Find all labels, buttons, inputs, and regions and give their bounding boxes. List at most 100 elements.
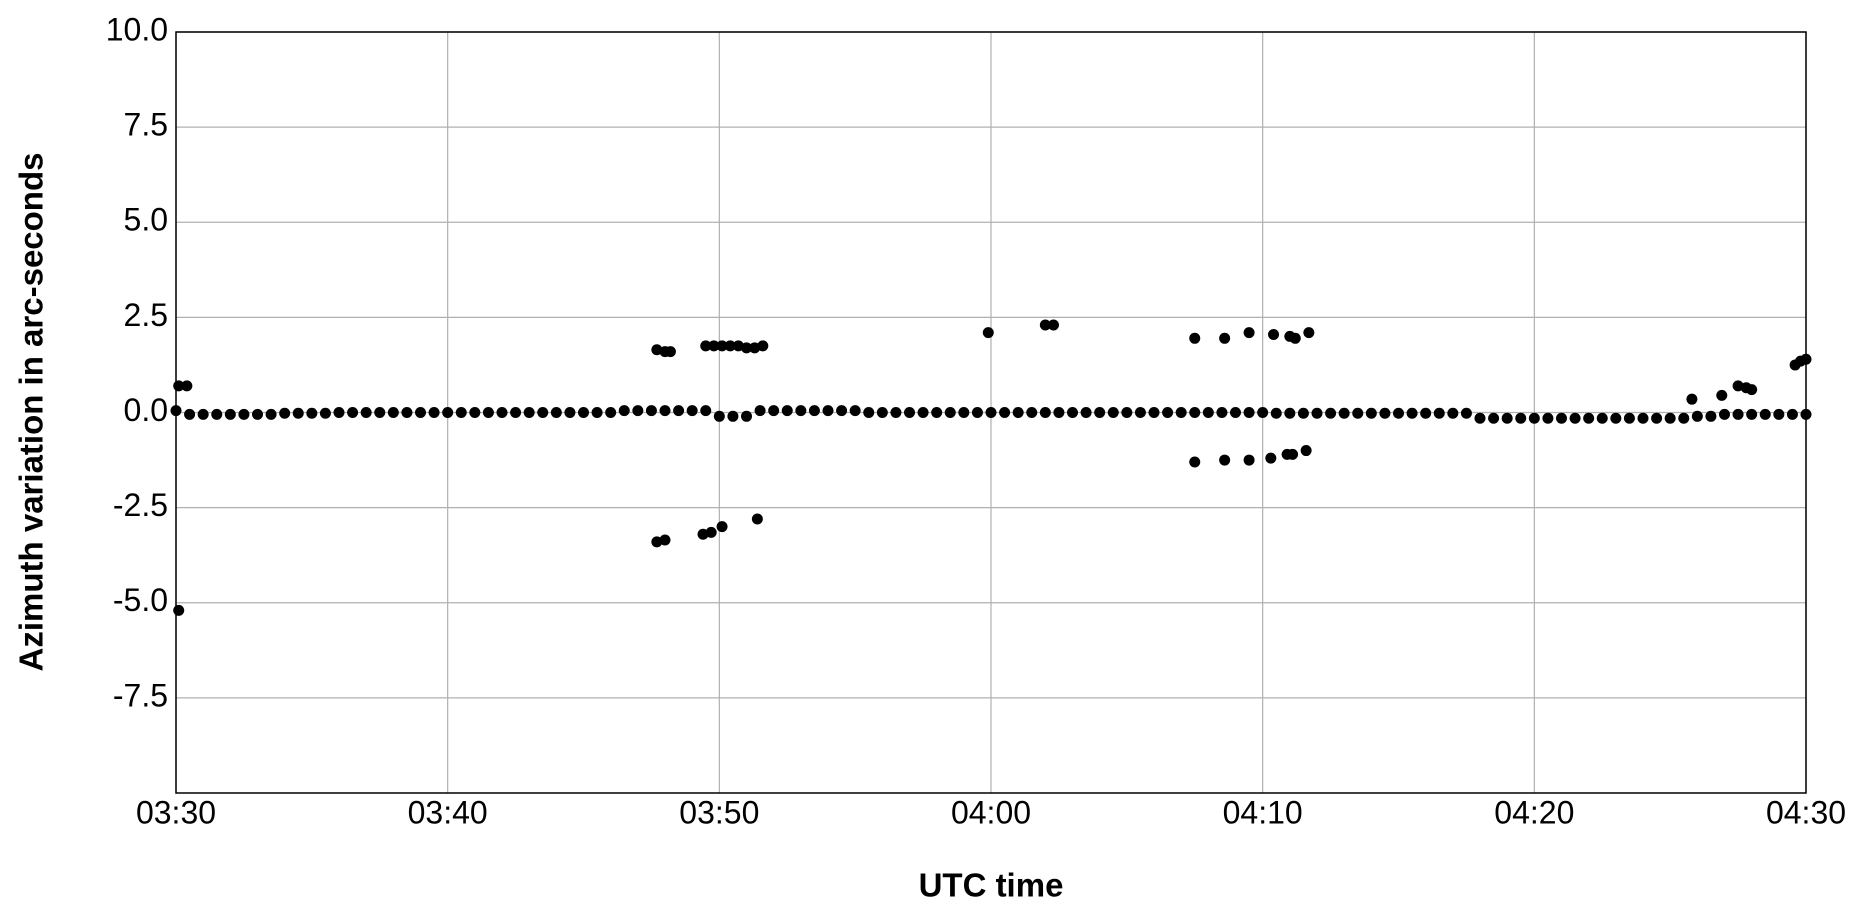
data-point — [1746, 384, 1758, 396]
data-point — [1243, 454, 1255, 466]
data-point — [1433, 407, 1445, 419]
data-point — [1270, 407, 1282, 419]
data-point — [1257, 407, 1269, 418]
x-tick-label: 04:20 — [1494, 794, 1574, 830]
data-point — [757, 340, 769, 352]
data-point — [1569, 412, 1581, 424]
y-tick-label: 5.0 — [124, 202, 168, 238]
data-point — [1148, 407, 1160, 418]
data-point — [605, 407, 617, 418]
data-point — [1265, 452, 1277, 464]
data-point — [1501, 412, 1513, 424]
data-point — [1488, 412, 1500, 424]
data-point — [482, 407, 494, 418]
data-point — [333, 407, 345, 418]
data-point — [1303, 327, 1315, 339]
data-point — [197, 408, 209, 420]
data-point — [982, 327, 994, 339]
data-point — [822, 405, 834, 417]
data-point — [890, 407, 902, 418]
data-point — [971, 407, 983, 418]
data-point — [1365, 407, 1377, 419]
data-point — [1134, 407, 1146, 418]
data-point — [1732, 408, 1744, 420]
data-point — [1447, 407, 1459, 419]
data-point — [211, 408, 223, 420]
data-point — [700, 405, 712, 417]
data-point — [1515, 412, 1527, 424]
data-point — [1297, 407, 1309, 419]
data-point — [1243, 407, 1255, 418]
y-tick-label: -5.0 — [113, 582, 168, 618]
data-point — [1268, 328, 1280, 340]
data-point — [1325, 407, 1337, 419]
data-point — [1623, 412, 1635, 424]
data-point — [1189, 456, 1201, 468]
data-point — [184, 408, 196, 420]
y-tick-label: -7.5 — [113, 677, 168, 713]
data-point — [306, 407, 318, 419]
data-point — [632, 405, 644, 417]
data-point — [1686, 393, 1698, 405]
x-tick-label: 04:10 — [1223, 794, 1303, 830]
data-point — [1053, 407, 1065, 418]
data-point — [1556, 412, 1567, 424]
data-point — [1800, 353, 1812, 365]
data-point — [673, 405, 685, 417]
data-point — [1284, 407, 1296, 419]
data-point — [1107, 407, 1119, 418]
data-point — [741, 410, 752, 422]
data-point — [523, 407, 535, 418]
data-point — [1067, 407, 1078, 418]
data-point — [1219, 332, 1231, 344]
data-point — [1773, 408, 1785, 420]
data-point — [1678, 412, 1690, 424]
data-point — [387, 407, 399, 418]
data-point — [836, 405, 848, 417]
data-point — [1080, 407, 1092, 418]
data-point — [1202, 407, 1214, 418]
data-point — [1175, 407, 1187, 418]
data-point — [716, 340, 728, 352]
x-tick-label: 04:30 — [1766, 794, 1846, 830]
data-point — [238, 408, 250, 420]
data-point — [224, 408, 236, 420]
data-point — [686, 405, 698, 417]
data-point — [1162, 407, 1174, 418]
data-point — [1705, 410, 1717, 422]
data-point — [1039, 319, 1051, 331]
data-point — [1338, 407, 1350, 419]
data-point — [1719, 408, 1730, 420]
data-point — [173, 380, 185, 392]
data-point — [751, 513, 763, 525]
y-tick-label: 10.0 — [106, 11, 168, 47]
data-point — [1243, 327, 1255, 339]
data-point — [708, 340, 720, 352]
x-tick-label: 04:00 — [951, 794, 1031, 830]
data-point — [931, 407, 943, 418]
data-point — [1651, 412, 1663, 424]
data-point — [591, 407, 603, 418]
data-point — [1583, 412, 1595, 424]
data-point — [265, 408, 277, 420]
data-point — [1474, 412, 1486, 424]
x-tick-label: 03:50 — [679, 794, 759, 830]
data-point — [347, 407, 359, 418]
data-point — [1759, 408, 1771, 420]
x-tick-label: 03:30 — [136, 794, 216, 830]
data-point — [578, 407, 589, 418]
data-point — [795, 405, 807, 417]
data-point — [1596, 412, 1608, 424]
y-axis-title: Azimuth variation in arc-seconds — [13, 153, 50, 672]
data-point — [1716, 389, 1728, 401]
data-point — [374, 407, 386, 418]
data-point — [1460, 407, 1472, 419]
data-point — [724, 340, 736, 352]
data-point — [659, 405, 671, 417]
data-point — [1287, 448, 1299, 460]
data-point — [1746, 408, 1758, 420]
data-point — [510, 407, 522, 418]
data-point — [1420, 407, 1432, 419]
y-tick-label: 0.0 — [124, 392, 168, 428]
